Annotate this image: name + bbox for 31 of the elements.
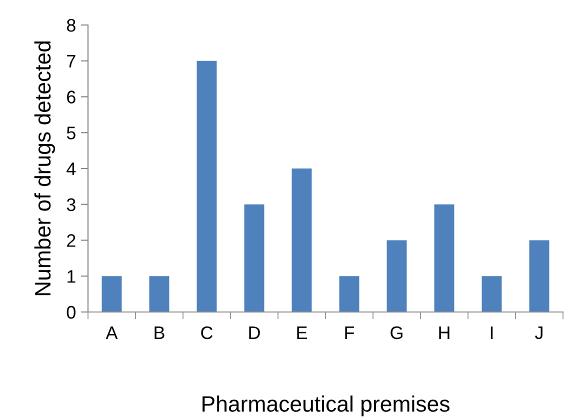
y-tick-label: 5	[66, 126, 76, 140]
x-tick-label: E	[297, 326, 307, 339]
bar	[386, 240, 407, 312]
bar	[244, 204, 264, 312]
bar	[339, 276, 360, 312]
bar	[434, 204, 454, 312]
x-tick-label: B	[154, 326, 164, 339]
x-tick-label: A	[106, 326, 118, 339]
bar	[482, 276, 502, 312]
y-tick-label: 7	[67, 54, 76, 68]
x-tick-label: I	[490, 326, 493, 339]
bar	[196, 60, 217, 312]
y-tick-label: 1	[68, 270, 76, 283]
x-tick-label: D	[249, 326, 260, 339]
x-tick-label: C	[201, 326, 213, 340]
y-tick-label: 8	[66, 18, 76, 32]
y-tick-label: 3	[66, 198, 76, 212]
y-tick-label: 4	[66, 162, 76, 176]
y-tick-label: 0	[66, 306, 76, 319]
bar	[149, 276, 170, 312]
y-axis-title: Number of drugs detected	[34, 41, 56, 296]
y-tick-label: 6	[67, 90, 76, 104]
bar	[292, 168, 312, 312]
y-tick-label: 2	[67, 234, 76, 247]
x-tick-label: G	[390, 326, 402, 340]
bar	[529, 240, 550, 312]
x-tick-label: H	[439, 326, 450, 339]
x-axis-title: Pharmaceutical premises	[202, 396, 450, 416]
bar	[102, 276, 122, 312]
x-tick-label: F	[345, 326, 354, 339]
x-tick-label: J	[535, 326, 542, 340]
